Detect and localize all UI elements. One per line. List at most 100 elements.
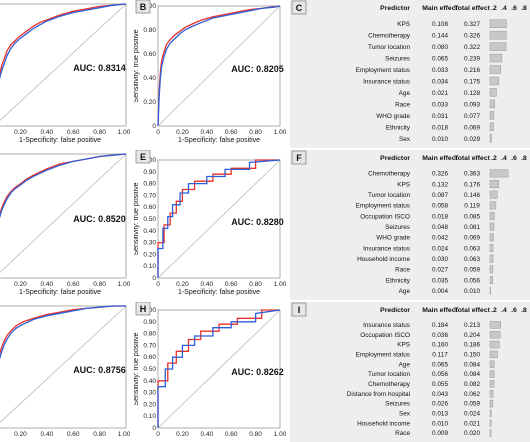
roc-panel-d: 0.20 0.40 0.60 0.80 1.00 1-Specificity: false… [0,150,130,300]
roc-chart-e: 0 0.20 0.40 0.60 0.80 1.00 0 0.10 0.20 0.30 0.40 0.… [134,150,286,300]
auc-label: AUC: 0.8205 [231,64,284,74]
predictor-name: Chemotherapy [368,381,411,388]
x-tick-label: 0.80 [249,129,262,136]
predictor-name: KPS [397,181,410,188]
roc-panel-a: 0.20 0.40 0.60 0.80 1.00 1-Specificity: false… [0,0,130,148]
roc-panel-g: 0.20 0.40 0.60 0.80 1.00 AUC: 0.8756 [0,302,130,442]
roc-curve-blue [157,309,281,428]
total-effect-value: 0.363 [464,171,480,178]
reference-diagonal [157,5,281,127]
x-tick-label: 0.40 [40,431,53,438]
total-effect-bar [489,370,495,378]
predictor-name: Employment status [356,203,410,210]
total-effect-value: 0.176 [464,181,480,188]
x-tick-label: 0.80 [249,431,262,438]
panel-letter: B [140,2,147,12]
roc-chart-h: 0 0.20 0.40 0.60 0.80 1.00 0 0.10 0.20 0.30 0.40 0.… [134,302,286,442]
reference-diagonal [157,159,281,279]
roc-curve-blue [157,159,281,278]
y-axis-label: Sensitivity: true positive [134,29,140,102]
x-tick-label: 0.80 [93,129,106,136]
sensitivity-panel-f: F Predictor Main effect Total effect .2 .4 .6.… [290,150,530,300]
total-effect-value: 0.069 [464,124,480,131]
total-effect-value: 0.326 [464,33,480,40]
column-header-main-effect: Main effect [422,155,458,162]
total-effect-bar [489,254,494,263]
roc-panel-h: 0 0.20 0.40 0.60 0.80 1.00 0 0.10 0.20 0.30 0.40 0.… [134,302,286,442]
roc-chart-d: 0.20 0.40 0.60 0.80 1.00 1-Specificity: false… [0,150,130,300]
roc-chart-a: 0.20 0.40 0.60 0.80 1.00 1-Specificity: false… [0,0,130,148]
total-effect-bar [489,265,494,274]
predictor-name: Seizures [385,224,410,231]
main-effect-value: 0.027 [432,267,448,274]
y-tick-label: 0.40 [143,75,156,82]
predictor-name: Race [395,267,410,274]
column-header-total-effect: Total effect [454,5,490,12]
total-effect-bar [489,419,492,427]
bar-scale-tick: .2 [491,5,497,12]
main-effect-value: 0.018 [432,124,448,131]
y-tick-label: 0.10 [143,413,156,420]
total-effect-value: 0.029 [464,136,480,143]
bar-scale-tick: .6 [511,155,517,162]
reference-diagonal [0,3,127,121]
main-effect-value: 0.058 [432,203,448,210]
bar-scale-tick: .8 [521,307,527,314]
column-header-predictor: Predictor [380,155,410,162]
total-effect-bar [489,429,492,437]
total-effect-value: 0.204 [464,332,480,339]
y-tick-label: 0.90 [143,319,156,326]
total-effect-value: 0.216 [464,67,480,74]
x-tick-label: 0 [156,281,160,288]
total-effect-bar [489,122,494,132]
predictor-name: Seizures [385,401,410,408]
panel-letter: C [296,3,303,13]
auc-label: AUC: 0.8280 [231,217,284,227]
total-effect-value: 0.077 [464,113,480,120]
bar-scale-tick: .4 [501,307,507,314]
plot-frame [157,309,281,429]
y-tick-label: 0.80 [143,27,156,34]
predictor-name: KPS [397,342,410,349]
total-effect-bar [489,19,507,28]
total-effect-bar [489,321,501,329]
total-effect-value: 0.062 [464,391,480,398]
sensitivity-panel-c: C Predictor Main effect Total effect .2 .4 .6.… [290,0,530,148]
y-tick-label: 0.60 [143,354,156,361]
main-effect-value: 0.056 [432,371,448,378]
x-tick-label: 1.00 [274,431,286,438]
total-effect-bar [489,169,509,178]
roc-chart-g: 0.20 0.40 0.60 0.80 1.00 AUC: 0.8756 [0,302,130,442]
panel-letter-box [135,302,151,316]
main-effect-value: 0.021 [432,90,448,97]
y-tick-label: 0 [152,275,156,282]
main-effect-value: 0.034 [432,79,448,86]
y-tick-label: 0.50 [143,216,156,223]
auc-label: AUC: 0.8520 [73,214,126,224]
total-effect-value: 0.069 [464,235,480,242]
panel-letter: F [296,153,302,163]
predictor-name: Household income [357,420,410,427]
total-effect-value: 0.021 [464,420,480,427]
predictor-name: Age [399,288,411,295]
column-header-total-effect: Total effect [454,155,490,162]
main-effect-value: 0.035 [432,277,448,284]
roc-curve-blue [0,305,126,360]
bar-scale-tick: .4 [501,155,507,162]
total-effect-value: 0.119 [464,203,480,210]
total-effect-bar [489,88,497,97]
y-tick-label: 0.60 [143,204,156,211]
sensitivity-panel-i: I Predictor Main effect Total effect .2 .4 .6.… [290,302,530,442]
main-effect-value: 0.043 [432,391,448,398]
total-effect-bar [489,42,507,51]
auc-label: AUC: 0.8314 [73,63,126,73]
predictor-name: Race [395,430,410,437]
y-tick-label: 0.90 [143,169,156,176]
total-effect-bar [489,99,495,109]
total-effect-value: 0.010 [464,288,480,295]
total-effect-value: 0.024 [464,411,480,418]
total-effect-value: 0.020 [464,430,480,437]
predictor-name: Age [399,90,411,97]
panel-letter: I [298,305,301,315]
